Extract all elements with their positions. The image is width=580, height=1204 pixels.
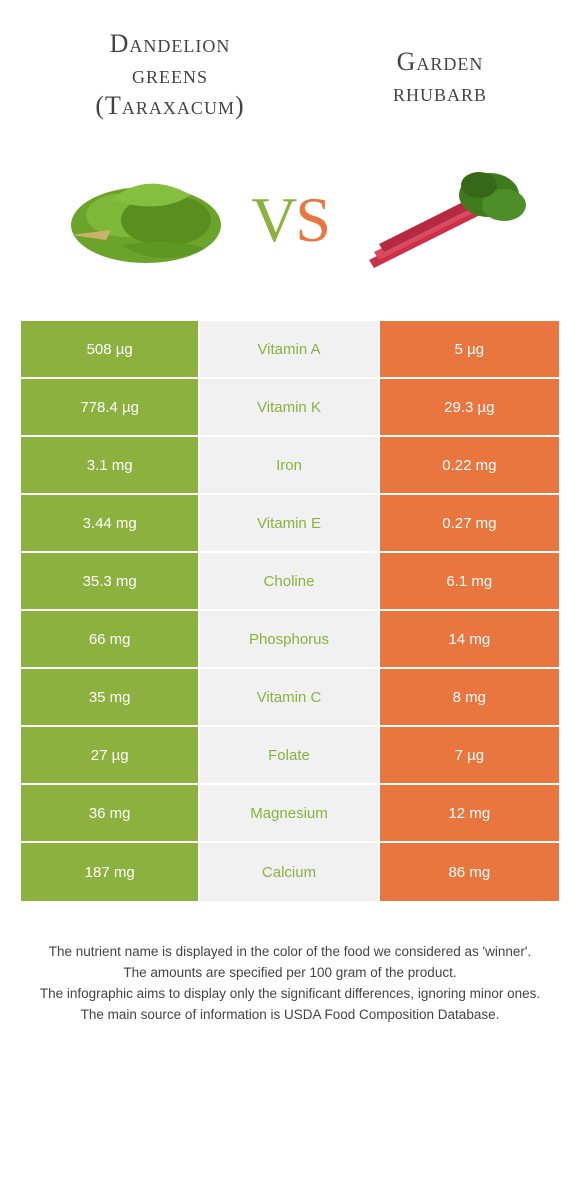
title-left-line1: Dandelion (40, 28, 300, 59)
left-value: 36 mg (21, 785, 200, 841)
left-value: 35 mg (21, 669, 200, 725)
title-right-line1: Garden (340, 46, 540, 77)
title-left-line2: greens (40, 59, 300, 90)
nutrient-name: Vitamin C (200, 669, 379, 725)
nutrient-name: Vitamin K (200, 379, 379, 435)
footer-line2: The amounts are specified per 100 gram o… (30, 963, 550, 984)
vs-s: S (295, 184, 329, 255)
left-value: 508 µg (21, 321, 200, 377)
right-food-image (339, 160, 529, 280)
table-row: 187 mgCalcium86 mg (21, 843, 559, 901)
nutrient-name: Folate (200, 727, 379, 783)
right-value: 7 µg (380, 727, 559, 783)
left-value: 3.44 mg (21, 495, 200, 551)
left-food-image (51, 160, 241, 280)
nutrient-name: Iron (200, 437, 379, 493)
right-value: 29.3 µg (380, 379, 559, 435)
right-value: 14 mg (380, 611, 559, 667)
table-row: 3.1 mgIron0.22 mg (21, 437, 559, 495)
right-value: 6.1 mg (380, 553, 559, 609)
left-value: 3.1 mg (21, 437, 200, 493)
vs-label: VS (251, 183, 329, 257)
table-row: 35 mgVitamin C8 mg (21, 669, 559, 727)
nutrient-name: Calcium (200, 843, 379, 901)
dandelion-greens-icon (51, 160, 241, 280)
nutrient-table: 508 µgVitamin A5 µg778.4 µgVitamin K29.3… (20, 320, 560, 902)
left-value: 778.4 µg (21, 379, 200, 435)
table-row: 508 µgVitamin A5 µg (21, 321, 559, 379)
table-row: 778.4 µgVitamin K29.3 µg (21, 379, 559, 437)
vs-v: V (251, 184, 295, 255)
footer-line4: The main source of information is USDA F… (30, 1005, 550, 1026)
left-value: 35.3 mg (21, 553, 200, 609)
table-row: 36 mgMagnesium12 mg (21, 785, 559, 843)
title-left-line3: (Taraxacum) (40, 90, 300, 121)
footer-line3: The infographic aims to display only the… (30, 984, 550, 1005)
title-right-line2: rhubarb (340, 77, 540, 108)
table-row: 35.3 mgCholine6.1 mg (21, 553, 559, 611)
nutrient-name: Vitamin E (200, 495, 379, 551)
left-value: 187 mg (21, 843, 200, 901)
table-row: 27 µgFolate7 µg (21, 727, 559, 785)
right-value: 12 mg (380, 785, 559, 841)
header: Dandelion greens (Taraxacum) Garden rhub… (0, 0, 580, 140)
table-row: 66 mgPhosphorus14 mg (21, 611, 559, 669)
left-value: 66 mg (21, 611, 200, 667)
title-left: Dandelion greens (Taraxacum) (40, 28, 300, 122)
nutrient-name: Phosphorus (200, 611, 379, 667)
right-value: 86 mg (380, 843, 559, 901)
footer: The nutrient name is displayed in the co… (0, 902, 580, 1026)
right-value: 5 µg (380, 321, 559, 377)
right-value: 8 mg (380, 669, 559, 725)
footer-line1: The nutrient name is displayed in the co… (30, 942, 550, 963)
nutrient-name: Vitamin A (200, 321, 379, 377)
right-value: 0.22 mg (380, 437, 559, 493)
rhubarb-icon (339, 160, 529, 280)
left-value: 27 µg (21, 727, 200, 783)
nutrient-name: Choline (200, 553, 379, 609)
right-value: 0.27 mg (380, 495, 559, 551)
title-right: Garden rhubarb (340, 28, 540, 108)
table-row: 3.44 mgVitamin E0.27 mg (21, 495, 559, 553)
nutrient-name: Magnesium (200, 785, 379, 841)
vs-row: VS (0, 140, 580, 320)
